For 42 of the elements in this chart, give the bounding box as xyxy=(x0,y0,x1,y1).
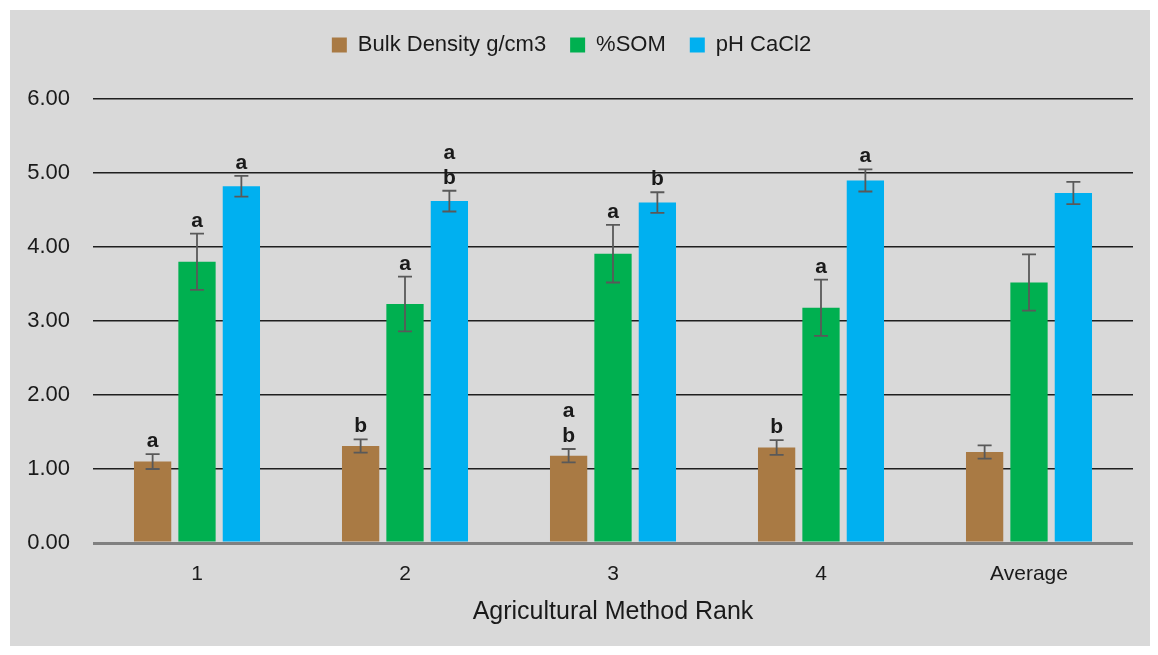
data-label: a xyxy=(607,198,620,222)
legend-label: Bulk Density g/cm3 xyxy=(357,31,547,57)
bar xyxy=(965,451,1004,542)
bar xyxy=(594,253,632,542)
bar xyxy=(638,202,677,542)
x-tick-label: 4 xyxy=(815,561,828,585)
data-label: a xyxy=(815,253,828,277)
bar xyxy=(846,180,885,542)
y-tick-label: 5.00 xyxy=(27,159,70,185)
data-label: b xyxy=(770,414,784,438)
bar xyxy=(386,303,424,542)
y-tick-label: 2.00 xyxy=(27,381,70,407)
x-tick-label: Average xyxy=(990,561,1068,585)
bar xyxy=(222,186,261,542)
data-label: a xyxy=(235,149,248,173)
data-label: a b xyxy=(562,398,576,447)
x-tick-label: 1 xyxy=(191,561,203,585)
data-label: a xyxy=(146,428,159,452)
bar xyxy=(549,455,588,542)
y-tick-label: 1.00 xyxy=(27,455,70,481)
y-tick-label: 6.00 xyxy=(27,85,70,111)
bar xyxy=(1054,192,1093,542)
x-axis-title: Agricultural Method Rank xyxy=(472,595,754,624)
data-label: b xyxy=(354,413,368,437)
bar xyxy=(802,307,840,542)
x-tick-label: 2 xyxy=(399,561,411,585)
x-tick-label: 3 xyxy=(607,561,619,585)
legend-label: %SOM xyxy=(596,31,666,57)
data-label: a xyxy=(399,250,412,274)
data-label: b xyxy=(650,166,664,190)
bar xyxy=(1010,282,1048,542)
data-label: a xyxy=(859,143,872,167)
bar xyxy=(133,461,172,542)
bar xyxy=(341,446,380,542)
bar xyxy=(757,447,796,542)
bar xyxy=(178,261,216,542)
y-tick-label: 0.00 xyxy=(27,529,70,555)
y-tick-label: 4.00 xyxy=(27,233,70,259)
data-label: a xyxy=(191,207,204,231)
bar xyxy=(430,201,469,542)
y-tick-label: 3.00 xyxy=(27,307,70,333)
legend-label: pH CaCl2 xyxy=(715,31,812,57)
